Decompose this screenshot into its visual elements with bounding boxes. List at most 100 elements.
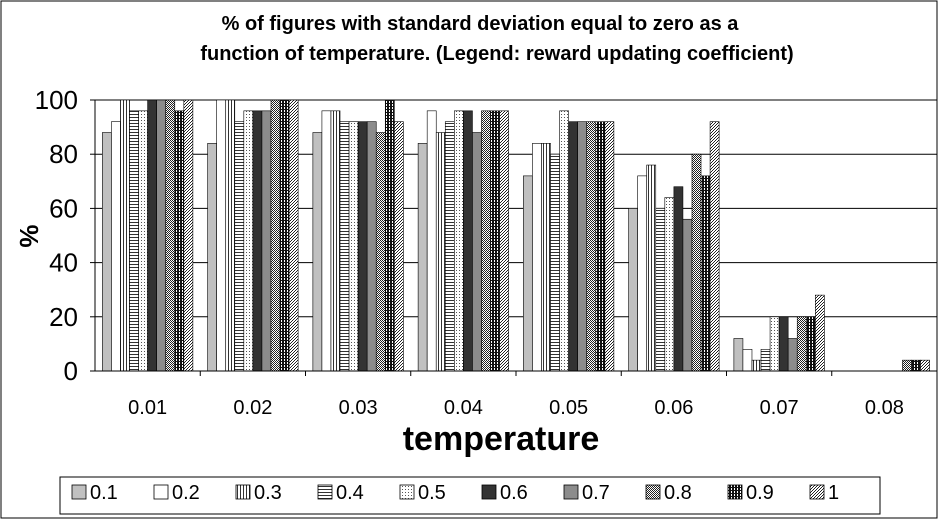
- legend-swatch: [399, 484, 415, 500]
- bar-series-0_7-cat-0_06: [682, 218, 693, 372]
- legend-label: 1: [828, 482, 839, 504]
- bar-series-1-cat-0_04: [499, 110, 509, 372]
- bar-series-0_7-cat-0_03: [366, 121, 377, 372]
- bar-series-0_7-cat-0_02: [261, 110, 272, 372]
- legend-swatch: [727, 484, 743, 500]
- bar-series-0_8-cat-0_07: [796, 316, 807, 372]
- bar-series-1-cat-0_07: [815, 294, 825, 372]
- bar-series-0_8-cat-0_08: [902, 359, 912, 372]
- bar-series-0_5-cat-0_05: [559, 110, 569, 372]
- bar-series-0_8-cat-0_04: [481, 110, 491, 372]
- bar-series-0_4-cat-0_05: [550, 153, 560, 372]
- bar-series-0_7-cat-0_04: [472, 132, 482, 372]
- legend-swatch: [563, 484, 579, 500]
- bar-series-0_6-cat-0_03: [357, 121, 368, 372]
- legend-label: 0.9: [746, 482, 774, 504]
- bar-series-0_4-cat-0_04: [444, 121, 455, 372]
- bar-series-0_4-cat-0_01: [129, 110, 139, 372]
- legend-label: 0.7: [582, 482, 610, 504]
- legend-label: 0.2: [172, 482, 200, 504]
- legend-swatch: [645, 484, 661, 500]
- legend-swatch: [153, 484, 169, 500]
- x-tick-label: 0.07: [760, 397, 799, 419]
- bar-series-0_9-cat-0_07: [805, 316, 816, 372]
- bar-series-0_5-cat-0_06: [664, 197, 675, 372]
- bar-series-1-cat-0_08: [920, 359, 930, 372]
- chart-title: % of figures with standard deviation equ…: [222, 13, 740, 35]
- y-tick-label: 80: [49, 139, 78, 169]
- bar-series-0_7-cat-0_05: [577, 121, 588, 372]
- bar-series-0_5-cat-0_02: [243, 110, 254, 372]
- bar-series-1-cat-0_06: [709, 121, 720, 372]
- bar-series-0_5-cat-0_01: [138, 110, 148, 372]
- bar-series-0_7-cat-0_07: [787, 338, 798, 372]
- bar-series-0_8-cat-0_02: [270, 99, 281, 372]
- bar-series-1-cat-0_03: [394, 121, 404, 372]
- bar-series-0_6-cat-0_01: [147, 99, 157, 372]
- bar-series-0_2-cat-0_07: [742, 349, 753, 372]
- y-tick-labels: 0 20 40 60 80 100: [35, 85, 95, 386]
- bar-series-0_6-cat-0_02: [252, 110, 263, 372]
- bar-series-0_8-cat-0_03: [375, 132, 386, 372]
- chart-subtitle: function of temperature. (Legend: reward…: [200, 43, 793, 65]
- bar-series-0_1-cat-0_07: [733, 338, 744, 372]
- bar-series-0_5-cat-0_03: [348, 121, 359, 372]
- bar-series-0_1-cat-0_04: [417, 143, 428, 372]
- bar-series-0_9-cat-0_04: [490, 110, 500, 372]
- bar-series-0_1-cat-0_02: [207, 143, 217, 372]
- bar-series-0_9-cat-0_06: [700, 175, 711, 372]
- bar-series-0_3-cat-0_02: [225, 99, 236, 372]
- bar-series-0_2-cat-0_05: [532, 143, 542, 372]
- bar-series-0_8-cat-0_01: [165, 99, 176, 372]
- bar-series-0_3-cat-0_03: [330, 110, 341, 372]
- bar-series-0_6-cat-0_06: [673, 186, 684, 372]
- legend-swatch: [71, 484, 87, 500]
- legend-label: 0.1: [90, 482, 118, 504]
- y-axis-label: %: [14, 224, 44, 247]
- bar-series-0_2-cat-0_06: [637, 175, 648, 372]
- bar-series-0_9-cat-0_02: [279, 99, 290, 372]
- bar-series-0_9-cat-0_05: [595, 121, 606, 372]
- bar-series-0_3-cat-0_01: [120, 99, 130, 372]
- x-tick-labels: 0.01 0.02 0.03 0.04 0.05 0.06 0.07 0.08: [128, 371, 904, 419]
- x-tick-label: 0.04: [444, 397, 483, 419]
- bar-series-0_6-cat-0_05: [568, 121, 578, 372]
- bar-series-0_2-cat-0_03: [321, 110, 332, 372]
- bar-series-0_4-cat-0_02: [234, 121, 245, 372]
- bar-series-0_3-cat-0_06: [646, 164, 657, 372]
- x-axis-label: temperature: [403, 420, 600, 458]
- legend-swatch: [235, 484, 251, 500]
- bar-series-0_6-cat-0_07: [778, 316, 789, 372]
- bars: [102, 99, 930, 372]
- legend-swatch: [481, 484, 497, 500]
- bar-series-0_7-cat-0_01: [156, 99, 167, 372]
- bar-series-0_3-cat-0_07: [751, 359, 762, 372]
- bar-series-0_9-cat-0_08: [911, 359, 921, 372]
- bar-series-0_5-cat-0_04: [454, 110, 464, 372]
- x-tick-label: 0.06: [654, 397, 693, 419]
- y-tick-label: 20: [49, 302, 78, 332]
- legend-label: 0.8: [664, 482, 692, 504]
- y-tick-label: 40: [49, 248, 78, 278]
- y-tick-label: 0: [64, 356, 78, 386]
- legend-label: 0.5: [418, 482, 446, 504]
- legend-label: 0.3: [254, 482, 282, 504]
- bar-series-0_4-cat-0_07: [760, 349, 771, 372]
- bar-series-1-cat-0_05: [604, 121, 615, 372]
- x-tick-label: 0.02: [233, 397, 272, 419]
- bar-series-0_3-cat-0_04: [435, 132, 446, 372]
- bar-series-0_5-cat-0_07: [769, 316, 780, 372]
- bar-series-0_4-cat-0_03: [339, 121, 350, 372]
- legend-swatch: [809, 484, 825, 500]
- bar-series-1-cat-0_01: [183, 99, 194, 372]
- x-tick-label: 0.05: [549, 397, 588, 419]
- bar-series-0_9-cat-0_01: [174, 110, 185, 372]
- legend-box: [59, 476, 881, 515]
- bar-series-0_8-cat-0_05: [586, 121, 597, 372]
- bar-series-0_2-cat-0_02: [216, 99, 227, 372]
- x-tick-label: 0.08: [865, 397, 904, 419]
- bar-series-0_9-cat-0_03: [384, 99, 395, 372]
- bar-series-0_1-cat-0_03: [312, 132, 323, 372]
